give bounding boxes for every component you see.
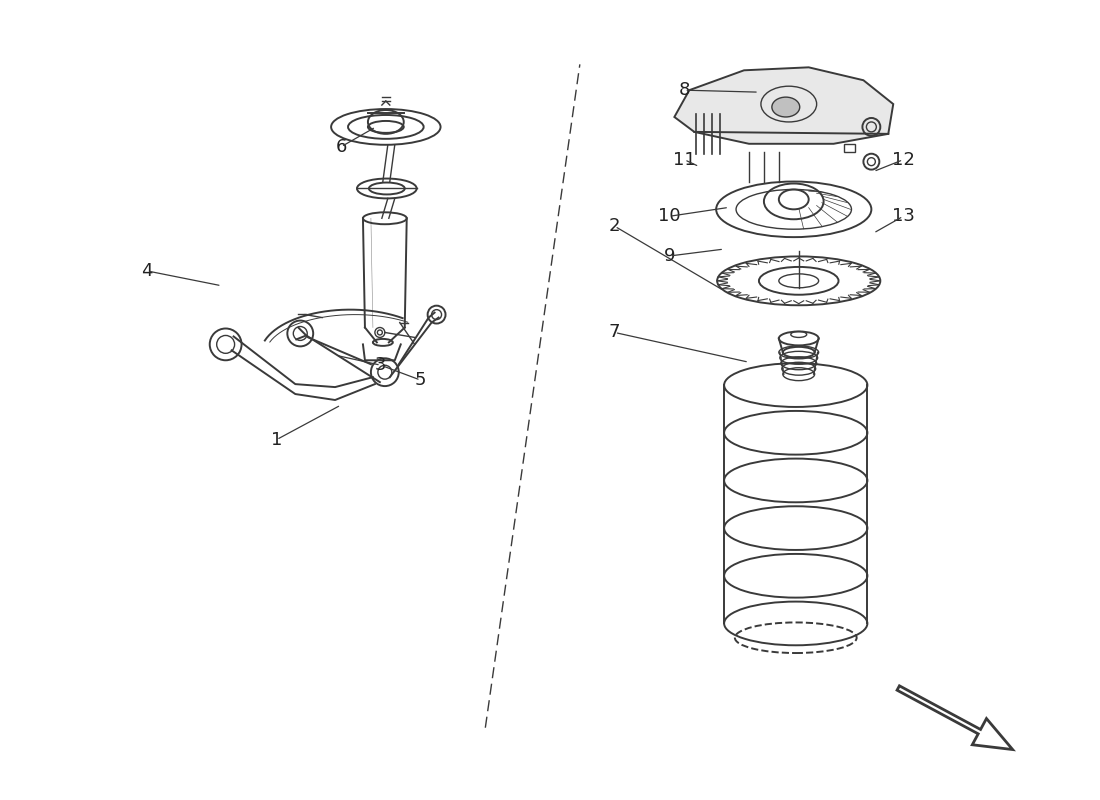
Text: 9: 9 (663, 247, 675, 265)
Text: 4: 4 (141, 262, 153, 280)
Text: 11: 11 (673, 150, 695, 169)
Text: 2: 2 (609, 218, 620, 235)
Text: 8: 8 (679, 81, 690, 99)
Polygon shape (674, 67, 893, 144)
Text: 12: 12 (892, 150, 914, 169)
FancyArrow shape (898, 686, 1013, 750)
Text: 10: 10 (658, 207, 681, 226)
Text: 7: 7 (609, 323, 620, 342)
Text: 1: 1 (271, 430, 282, 449)
Text: 6: 6 (336, 138, 346, 156)
Text: 3: 3 (375, 356, 386, 374)
Text: 13: 13 (892, 207, 914, 226)
Text: 5: 5 (415, 371, 427, 389)
Ellipse shape (772, 97, 800, 117)
